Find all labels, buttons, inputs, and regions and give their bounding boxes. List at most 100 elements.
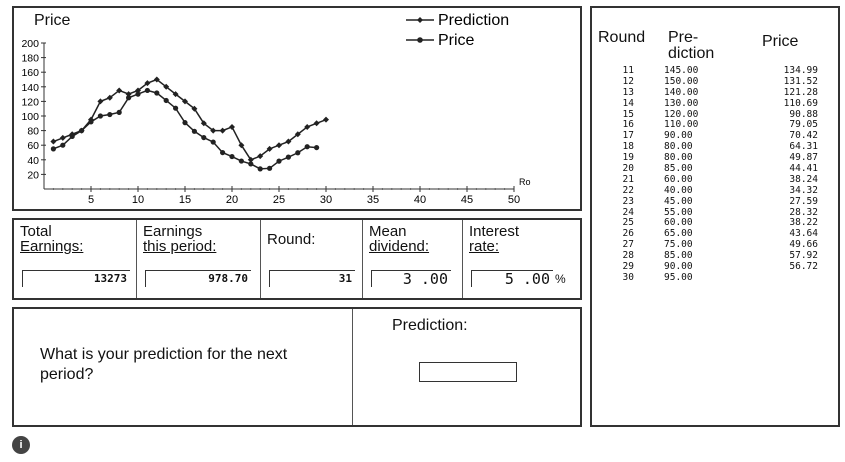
cell-prediction: 145.00 — [664, 65, 699, 76]
table-row: 14 130.00 110.69 — [592, 97, 838, 110]
table-row: 12 150.00 131.52 — [592, 75, 838, 88]
table-row: 16 110.00 79.05 — [592, 120, 838, 131]
y-tick-label: 200 — [21, 38, 39, 50]
data-point-prediction — [153, 76, 160, 83]
header-prediction: Pre- diction — [668, 30, 714, 62]
cell-round: 13 — [622, 86, 634, 98]
mean-dividend-label: Mean dividend: — [369, 224, 429, 254]
table-row: 27 75.00 49.66 — [592, 239, 838, 251]
cell-prediction: 95.00 — [664, 271, 693, 283]
info-panel: Total Earnings: 13273 Earnings this peri… — [12, 218, 582, 300]
cell-price: 131.52 — [783, 75, 818, 87]
prediction-label: Prediction: — [392, 317, 468, 334]
table-row: 24 55.00 28.32 — [592, 206, 838, 219]
cell-price: 79.05 — [789, 119, 818, 131]
data-point-price — [50, 146, 57, 152]
cell-prediction: 65.00 — [664, 228, 693, 240]
cell-prediction: 110.00 — [664, 119, 699, 131]
y-tick-label: 20 — [27, 169, 39, 181]
table-row: 18 80.00 64.31 — [592, 141, 838, 153]
data-point-price — [285, 154, 291, 160]
data-point-prediction — [210, 127, 217, 134]
table-row: 17 90.00 70.42 — [592, 130, 838, 142]
data-point-prediction — [163, 83, 170, 90]
data-point-price — [79, 128, 85, 134]
cell-price: 121.28 — [783, 86, 818, 98]
earnings-period-cell: Earnings this period: 978.70 — [137, 220, 261, 298]
data-point-prediction — [50, 138, 57, 145]
data-point-prediction — [257, 153, 264, 160]
help-icon[interactable]: i — [12, 436, 30, 454]
data-point-prediction — [276, 142, 282, 149]
cell-round: 24 — [622, 206, 634, 218]
cell-price: 70.42 — [789, 130, 818, 142]
cell-price: 134.99 — [783, 65, 818, 76]
total-earnings-label: Total Earnings: — [20, 224, 83, 254]
data-point-price — [229, 153, 235, 160]
table-row: 13 140.00 121.28 — [592, 86, 838, 99]
data-point-price — [257, 166, 263, 172]
data-point-prediction — [200, 120, 207, 127]
x-tick-label: 25 — [273, 194, 285, 206]
x-tick-label: 30 — [320, 194, 332, 206]
interest-rate-label-line1: Interest — [469, 223, 520, 240]
cell-round: 17 — [622, 130, 634, 142]
interest-rate-cell: Interest rate: 5 .00 % — [463, 220, 580, 298]
mean-dividend-cell: Mean dividend: 3 .00 — [363, 220, 463, 298]
x-tick-label: 50 — [508, 194, 520, 206]
price-chart-panel: Price 5 10 15 20 25 30 35 40 45 50 20 40 60 80 100 120 1… — [12, 6, 582, 211]
total-earnings-label-line1: Total — [20, 223, 52, 240]
earnings-period-label-line2: this period: — [143, 238, 217, 255]
cell-round: 19 — [622, 152, 634, 164]
cell-prediction: 55.00 — [664, 206, 693, 218]
prediction-input[interactable] — [419, 362, 517, 382]
data-point-price — [267, 165, 273, 171]
data-point-prediction — [229, 123, 235, 130]
interest-rate-label-line2: rate: — [469, 238, 500, 255]
data-point-price — [220, 149, 226, 156]
cell-round: 15 — [622, 108, 634, 120]
round-value: 31 — [269, 270, 355, 287]
data-point-prediction — [294, 131, 301, 138]
cell-round: 14 — [622, 97, 634, 109]
data-point-prediction — [97, 98, 104, 105]
cell-price: 28.32 — [789, 206, 818, 218]
cell-price: 56.72 — [789, 261, 818, 273]
chart-title: Price — [34, 12, 71, 29]
cell-price: 57.92 — [789, 250, 818, 262]
cell-prediction: 75.00 — [664, 239, 693, 251]
data-point-prediction — [191, 105, 198, 112]
data-point-prediction — [247, 156, 254, 163]
prediction-question: What is your prediction for the next per… — [40, 346, 288, 383]
data-point-price — [173, 105, 179, 111]
header-price: Price — [762, 33, 799, 50]
data-point-price — [126, 95, 132, 101]
cell-price: 110.69 — [783, 97, 818, 109]
cell-prediction: 80.00 — [664, 141, 693, 153]
x-tick-label: 40 — [414, 194, 426, 206]
cell-round: 21 — [622, 173, 634, 185]
round-cell: Round: 31 — [261, 220, 363, 298]
data-point-price — [238, 158, 244, 164]
data-point-prediction — [144, 80, 151, 87]
table-row: 29 90.00 56.72 — [592, 261, 838, 273]
price-chart: 5 10 15 20 25 30 35 40 45 50 20 40 60 80 100 120 140 160 1… — [21, 12, 530, 206]
data-point-price — [248, 161, 254, 167]
cell-prediction: 85.00 — [664, 163, 693, 175]
table-row: 11 145.00 134.99 — [592, 65, 838, 77]
interest-rate-value: 5 .00 — [471, 270, 553, 287]
y-tick-label: 100 — [21, 111, 39, 123]
data-point-prediction — [59, 134, 66, 141]
legend-marker — [417, 17, 423, 23]
earnings-period-value: 978.70 — [145, 270, 251, 287]
cell-price: 27.59 — [789, 195, 818, 207]
header-prediction-line2: diction — [668, 45, 715, 62]
data-point-price — [304, 144, 310, 150]
legend-marker — [417, 37, 423, 43]
cell-price: 90.88 — [789, 108, 818, 120]
cell-price: 43.64 — [789, 228, 818, 240]
cell-price: 34.32 — [789, 184, 818, 196]
x-tick-label: 35 — [367, 194, 379, 206]
y-tick-label: 80 — [27, 126, 39, 138]
cell-round: 12 — [622, 75, 634, 87]
